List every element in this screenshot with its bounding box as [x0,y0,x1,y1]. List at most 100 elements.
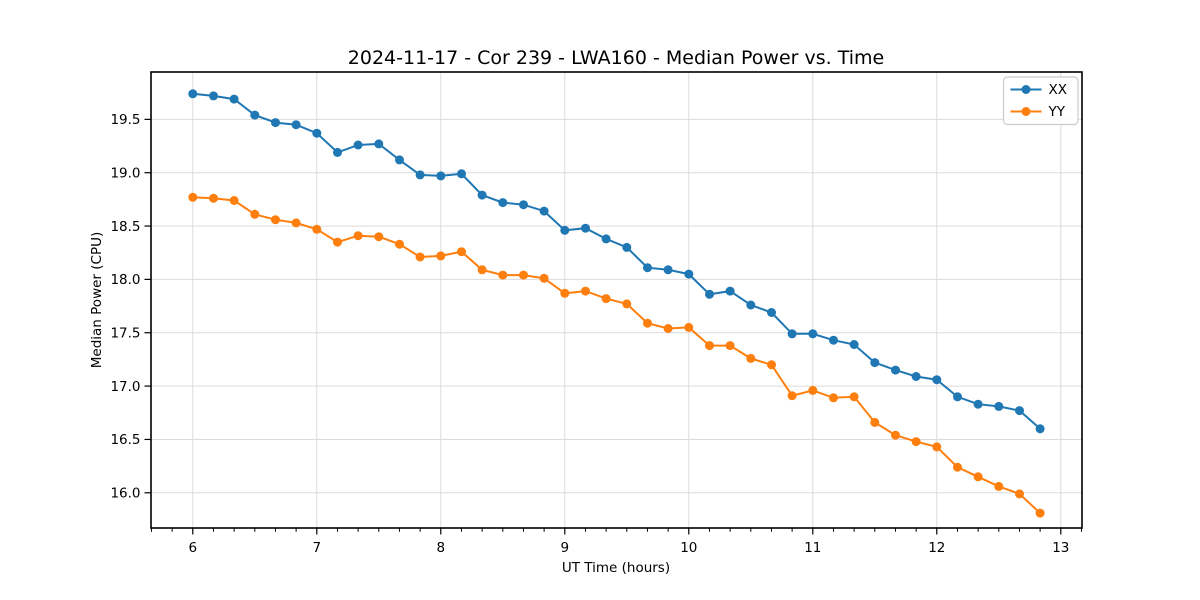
y-tick-label: 18.5 [110,219,140,235]
data-point-YY [849,392,859,402]
data-point-XX [477,190,487,200]
data-point-XX [209,91,218,101]
data-point-XX [188,89,198,99]
data-point-XX [250,110,260,120]
x-tick-label: 9 [560,540,569,556]
data-point-YY [374,232,384,242]
x-axis: 6 7 8 9 10 11 12 13 [150,528,1082,556]
data-point-YY [601,294,611,304]
series-XX [188,89,1045,434]
data-point-YY [291,218,301,228]
data-point-YY [560,288,570,298]
data-point-YY [663,324,673,333]
data-point-XX [622,242,632,252]
data-point-YY [539,273,549,283]
data-point-XX [911,372,921,381]
data-point-YY [829,393,838,403]
legend-item-YY: YY [1010,104,1066,120]
data-point-XX [953,392,962,402]
data-point-YY [271,215,280,225]
data-point-XX [808,329,818,339]
data-point-YY [932,442,942,452]
data-point-XX [374,139,384,149]
data-point-XX [891,365,900,375]
data-point-YY [870,417,880,427]
data-point-YY [973,472,983,482]
data-point-YY [312,224,322,234]
x-tick-label: 7 [312,540,321,556]
chart-title: 2024-11-17 - Cor 239 - LWA160 - Median P… [348,47,884,69]
y-axis: 16.0 16.5 17.0 17.5 18.0 18.5 19.0 19.5 [110,112,151,501]
data-point-XX [415,170,425,180]
data-point-YY [1035,508,1045,518]
data-point-YY [953,462,962,472]
legend-marker-icon [1021,107,1031,116]
data-point-YY [250,209,260,219]
data-point-XX [870,358,880,368]
data-point-XX [643,263,652,273]
data-point-XX [1035,424,1045,434]
x-tick-label: 12 [928,540,945,556]
legend-label-YY: YY [1048,104,1066,120]
y-tick-label: 16.5 [110,432,140,448]
data-point-YY [498,270,508,280]
data-point-XX [498,198,508,208]
data-point-XX [519,200,528,210]
legend-label-XX: XX [1049,82,1068,98]
data-point-YY [415,252,425,262]
data-point-YY [643,318,652,328]
data-point-YY [891,430,900,440]
data-point-XX [601,234,611,244]
y-tick-label: 19.0 [110,165,140,181]
data-point-XX [725,286,735,296]
data-point-YY [436,251,446,261]
x-tick-label: 13 [1052,540,1069,556]
data-point-YY [994,481,1004,491]
x-tick-label: 11 [804,540,821,556]
data-point-XX [395,155,404,165]
series-line-YY [192,196,1041,514]
data-point-XX [353,140,363,150]
data-point-XX [787,329,797,339]
data-point-YY [209,193,218,203]
data-point-YY [911,437,921,447]
legend-item-XX: XX [1010,82,1068,98]
data-point-XX [291,120,301,130]
data-point-YY [622,299,632,309]
y-axis-label: Median Power (CPU) [89,232,105,368]
data-point-YY [395,239,404,249]
data-point-XX [663,265,673,275]
x-axis-label: UT Time (hours) [562,560,670,576]
data-point-XX [560,225,570,235]
data-point-XX [539,206,549,216]
data-point-YY [333,237,342,247]
data-point-YY [353,231,363,241]
data-point-XX [994,401,1004,411]
data-point-YY [188,192,198,202]
x-tick-label: 10 [680,540,697,556]
grid [151,72,1082,528]
data-point-XX [767,308,776,317]
y-tick-label: 17.0 [110,379,140,395]
data-point-XX [932,375,942,385]
data-point-YY [684,322,694,332]
data-point-YY [1015,489,1024,499]
x-tick-label: 8 [436,540,445,556]
data-point-YY [457,247,466,257]
data-point-XX [333,147,342,157]
y-tick-label: 16.0 [110,485,140,501]
data-point-YY [787,391,797,401]
data-point-XX [705,289,714,299]
data-point-XX [457,169,466,179]
data-point-XX [271,118,280,128]
data-point-XX [436,171,446,181]
data-point-XX [1015,406,1024,416]
data-point-YY [519,270,528,280]
data-point-YY [725,341,735,351]
data-point-YY [229,196,239,205]
data-point-YY [477,265,487,275]
legend: XX YY [1002,76,1079,126]
legend-marker-icon [1021,85,1031,94]
data-point-YY [808,385,818,395]
